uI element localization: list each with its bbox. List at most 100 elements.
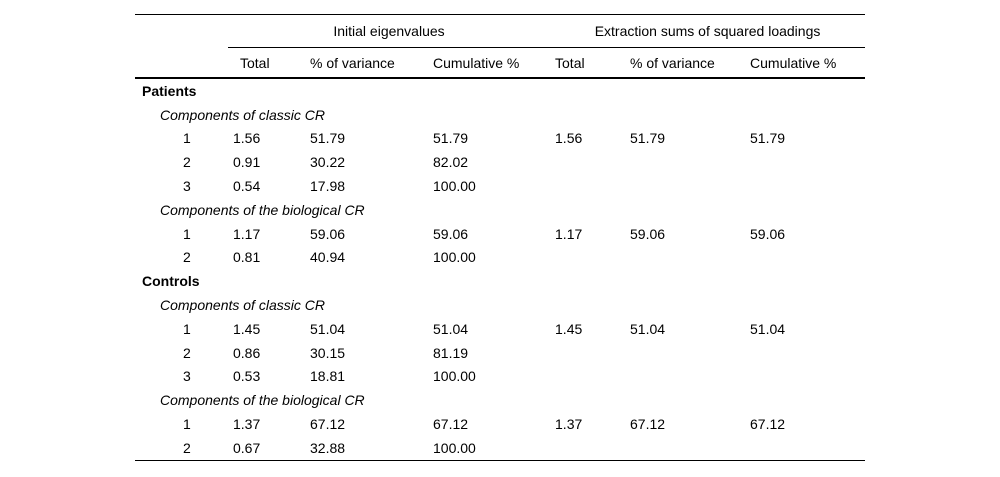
cell-initial-total: 1.45: [233, 320, 261, 337]
cell-extraction-variance: [625, 150, 745, 174]
cell-extraction-total: 1.37: [555, 416, 583, 433]
cell-extraction-cumulative: 51.04: [750, 320, 786, 337]
table-row: 1 1.17 59.06 59.06 1.17 59.06 59.06: [135, 222, 865, 246]
cell-extraction-total: [550, 246, 625, 270]
section-row: Components of classic CR: [135, 103, 865, 127]
spanner-extraction-loadings: Extraction sums of squared loadings: [550, 14, 866, 48]
cell-initial-total: 0.53: [233, 368, 261, 385]
cell-initial-cumulative: 100.00: [433, 178, 476, 195]
spanner-header-row: Initial eigenvalues Extraction sums of s…: [135, 14, 866, 48]
cell-initial-cumulative: 81.19: [433, 344, 469, 361]
cell-extraction-variance: [625, 365, 745, 389]
cell-initial-variance: 30.22: [310, 154, 346, 171]
cell-component: 1: [183, 130, 191, 147]
cell-initial-total: 0.91: [233, 154, 261, 171]
table-row: 3 0.53 18.81 100.00: [135, 365, 865, 389]
cell-component: 3: [183, 368, 191, 385]
cell-initial-cumulative: 59.06: [433, 225, 469, 242]
cell-extraction-total: [550, 341, 625, 365]
table-row: 1 1.45 51.04 51.04 1.45 51.04 51.04: [135, 317, 865, 341]
eigenvalues-table: Initial eigenvalues Extraction sums of s…: [135, 14, 866, 461]
cell-component: 2: [183, 439, 191, 456]
cell-initial-total: 0.67: [233, 439, 261, 456]
cell-extraction-variance: [625, 174, 745, 198]
cell-extraction-variance: [625, 341, 745, 365]
header-extraction-variance: % of variance: [625, 47, 746, 79]
cell-extraction-cumulative: 59.06: [750, 225, 786, 242]
stub-header-cell: [135, 47, 228, 79]
cell-initial-total: 0.81: [233, 249, 261, 266]
cell-extraction-cumulative: [745, 246, 865, 270]
section-row: Components of the biological CR: [135, 198, 865, 222]
cell-extraction-total: [550, 150, 625, 174]
table-row: 1 1.37 67.12 67.12 1.37 67.12 67.12: [135, 412, 865, 436]
cell-extraction-cumulative: [745, 436, 865, 460]
cell-extraction-variance: [625, 246, 745, 270]
section-label: Components of classic CR: [160, 297, 325, 314]
cell-component: 2: [183, 344, 191, 361]
cell-extraction-cumulative: 67.12: [750, 416, 786, 433]
cell-extraction-total: [550, 365, 625, 389]
cell-initial-cumulative: 51.79: [433, 130, 469, 147]
cell-initial-variance: 67.12: [310, 416, 346, 433]
cell-component: 2: [183, 154, 191, 171]
header-extraction-total: Total: [550, 47, 626, 79]
section-label: Components of the biological CR: [160, 201, 365, 218]
cell-initial-total: 1.56: [233, 130, 261, 147]
cell-extraction-cumulative: [745, 174, 865, 198]
cell-initial-total: 0.86: [233, 344, 261, 361]
table-row: 2 0.86 30.15 81.19: [135, 341, 865, 365]
section-row: Components of the biological CR: [135, 388, 865, 412]
cell-component: 2: [183, 249, 191, 266]
table-row: 3 0.54 17.98 100.00: [135, 174, 865, 198]
cell-extraction-total: 1.17: [555, 225, 583, 242]
cell-initial-variance: 17.98: [310, 178, 346, 195]
cell-initial-variance: 32.88: [310, 439, 346, 456]
group-row-controls: Controls: [135, 269, 865, 293]
header-initial-variance: % of variance: [305, 47, 428, 79]
cell-extraction-variance: [625, 436, 745, 460]
header-extraction-cumulative: Cumulative %: [745, 47, 866, 79]
section-label: Components of the biological CR: [160, 392, 365, 409]
cell-extraction-cumulative: [745, 150, 865, 174]
cell-initial-variance: 18.81: [310, 368, 346, 385]
cell-initial-cumulative: 100.00: [433, 439, 476, 456]
cell-initial-cumulative: 67.12: [433, 416, 469, 433]
cell-initial-cumulative: 82.02: [433, 154, 469, 171]
cell-extraction-total: [550, 436, 625, 460]
cell-initial-total: 1.17: [233, 225, 261, 242]
group-row-patients: Patients: [135, 78, 865, 103]
cell-initial-cumulative: 51.04: [433, 320, 469, 337]
cell-extraction-variance: 51.79: [630, 130, 666, 147]
cell-extraction-variance: 51.04: [630, 320, 666, 337]
cell-initial-variance: 51.04: [310, 320, 346, 337]
cell-extraction-cumulative: 51.79: [750, 130, 786, 147]
group-label: Patients: [142, 82, 197, 99]
cell-initial-total: 0.54: [233, 178, 261, 195]
table-header: Initial eigenvalues Extraction sums of s…: [135, 14, 866, 79]
cell-extraction-variance: 67.12: [630, 416, 666, 433]
group-label: Controls: [142, 273, 200, 290]
table-row: 2 0.67 32.88 100.00: [135, 436, 865, 460]
table-row: 2 0.91 30.22 82.02: [135, 150, 865, 174]
cell-initial-variance: 51.79: [310, 130, 346, 147]
cell-component: 3: [183, 178, 191, 195]
spanner-initial-eigenvalues: Initial eigenvalues: [228, 14, 551, 48]
cell-component: 1: [183, 320, 191, 337]
cell-initial-variance: 59.06: [310, 225, 346, 242]
table-row: 2 0.81 40.94 100.00: [135, 246, 865, 270]
cell-extraction-cumulative: [745, 341, 865, 365]
header-initial-cumulative: Cumulative %: [428, 47, 551, 79]
cell-extraction-cumulative: [745, 365, 865, 389]
cell-initial-total: 1.37: [233, 416, 261, 433]
section-label: Components of classic CR: [160, 106, 325, 123]
cell-component: 1: [183, 225, 191, 242]
header-initial-total: Total: [228, 47, 305, 79]
cell-initial-cumulative: 100.00: [433, 249, 476, 266]
cell-extraction-total: 1.56: [555, 130, 583, 147]
column-header-row: Total % of variance Cumulative % Total %…: [135, 47, 866, 79]
stub-header-cell: [135, 15, 228, 48]
cell-component: 1: [183, 416, 191, 433]
cell-extraction-total: 1.45: [555, 320, 583, 337]
